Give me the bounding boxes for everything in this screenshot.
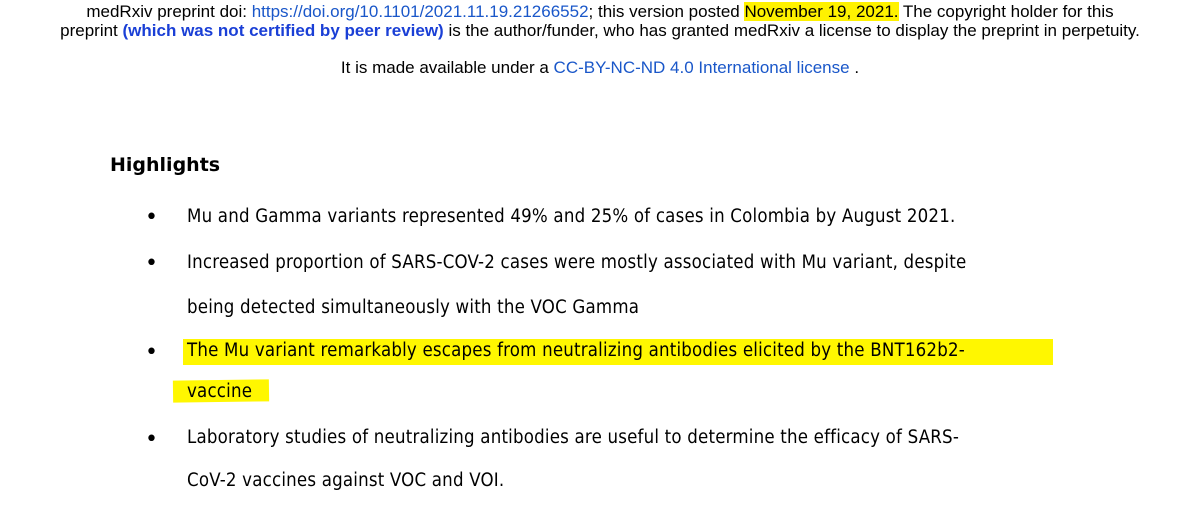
highlight-item-4-line-2: CoV-2 vaccines against VOC and VOI.: [187, 470, 505, 491]
highlight-item-1-line-1: Mu and Gamma variants represented 49% an…: [187, 206, 956, 227]
highlight-item-4-line-1: Laboratory studies of neutralizing antib…: [187, 427, 960, 448]
license-prefix: It is made available under a: [340, 58, 554, 77]
header-line-2: preprint (which was not certified by pee…: [0, 21, 1200, 40]
header-line-3: It is made available under a CC-BY-NC-ND…: [0, 58, 1200, 77]
license-statement: is the author/funder, who has granted me…: [443, 21, 1140, 40]
highlights-heading: Highlights: [110, 154, 221, 176]
copyright-text: The copyright holder for this: [898, 2, 1114, 21]
bullet-icon: •: [145, 251, 158, 276]
highlight-item-3-line-1: The Mu variant remarkably escapes from n…: [187, 340, 965, 361]
highlight-item-2-line-1: Increased proportion of SARS-COV-2 cases…: [187, 252, 967, 273]
bullet-icon: •: [145, 340, 158, 365]
posted-prefix: ; this version posted: [588, 2, 745, 21]
highlight-item-3-line-2: vaccine: [187, 381, 253, 402]
highlight-item-2-line-2: being detected simultaneously with the V…: [187, 297, 640, 318]
preprint-word: preprint: [60, 21, 123, 40]
bullet-icon: •: [145, 205, 158, 230]
posted-date: November 19, 2021.: [744, 2, 899, 21]
peer-review-note: (which was not certified by peer review): [122, 21, 444, 40]
license-link[interactable]: CC-BY-NC-ND 4.0 International license: [553, 58, 850, 77]
header-line-1: medRxiv preprint doi: https://doi.org/10…: [0, 2, 1200, 21]
doi-prefix: medRxiv preprint doi:: [86, 2, 252, 21]
bullet-icon: •: [145, 427, 158, 452]
license-suffix: .: [849, 58, 860, 77]
highlighter-mark: [183, 339, 1053, 365]
doi-link[interactable]: https://doi.org/10.1101/2021.11.19.21266…: [251, 2, 589, 21]
